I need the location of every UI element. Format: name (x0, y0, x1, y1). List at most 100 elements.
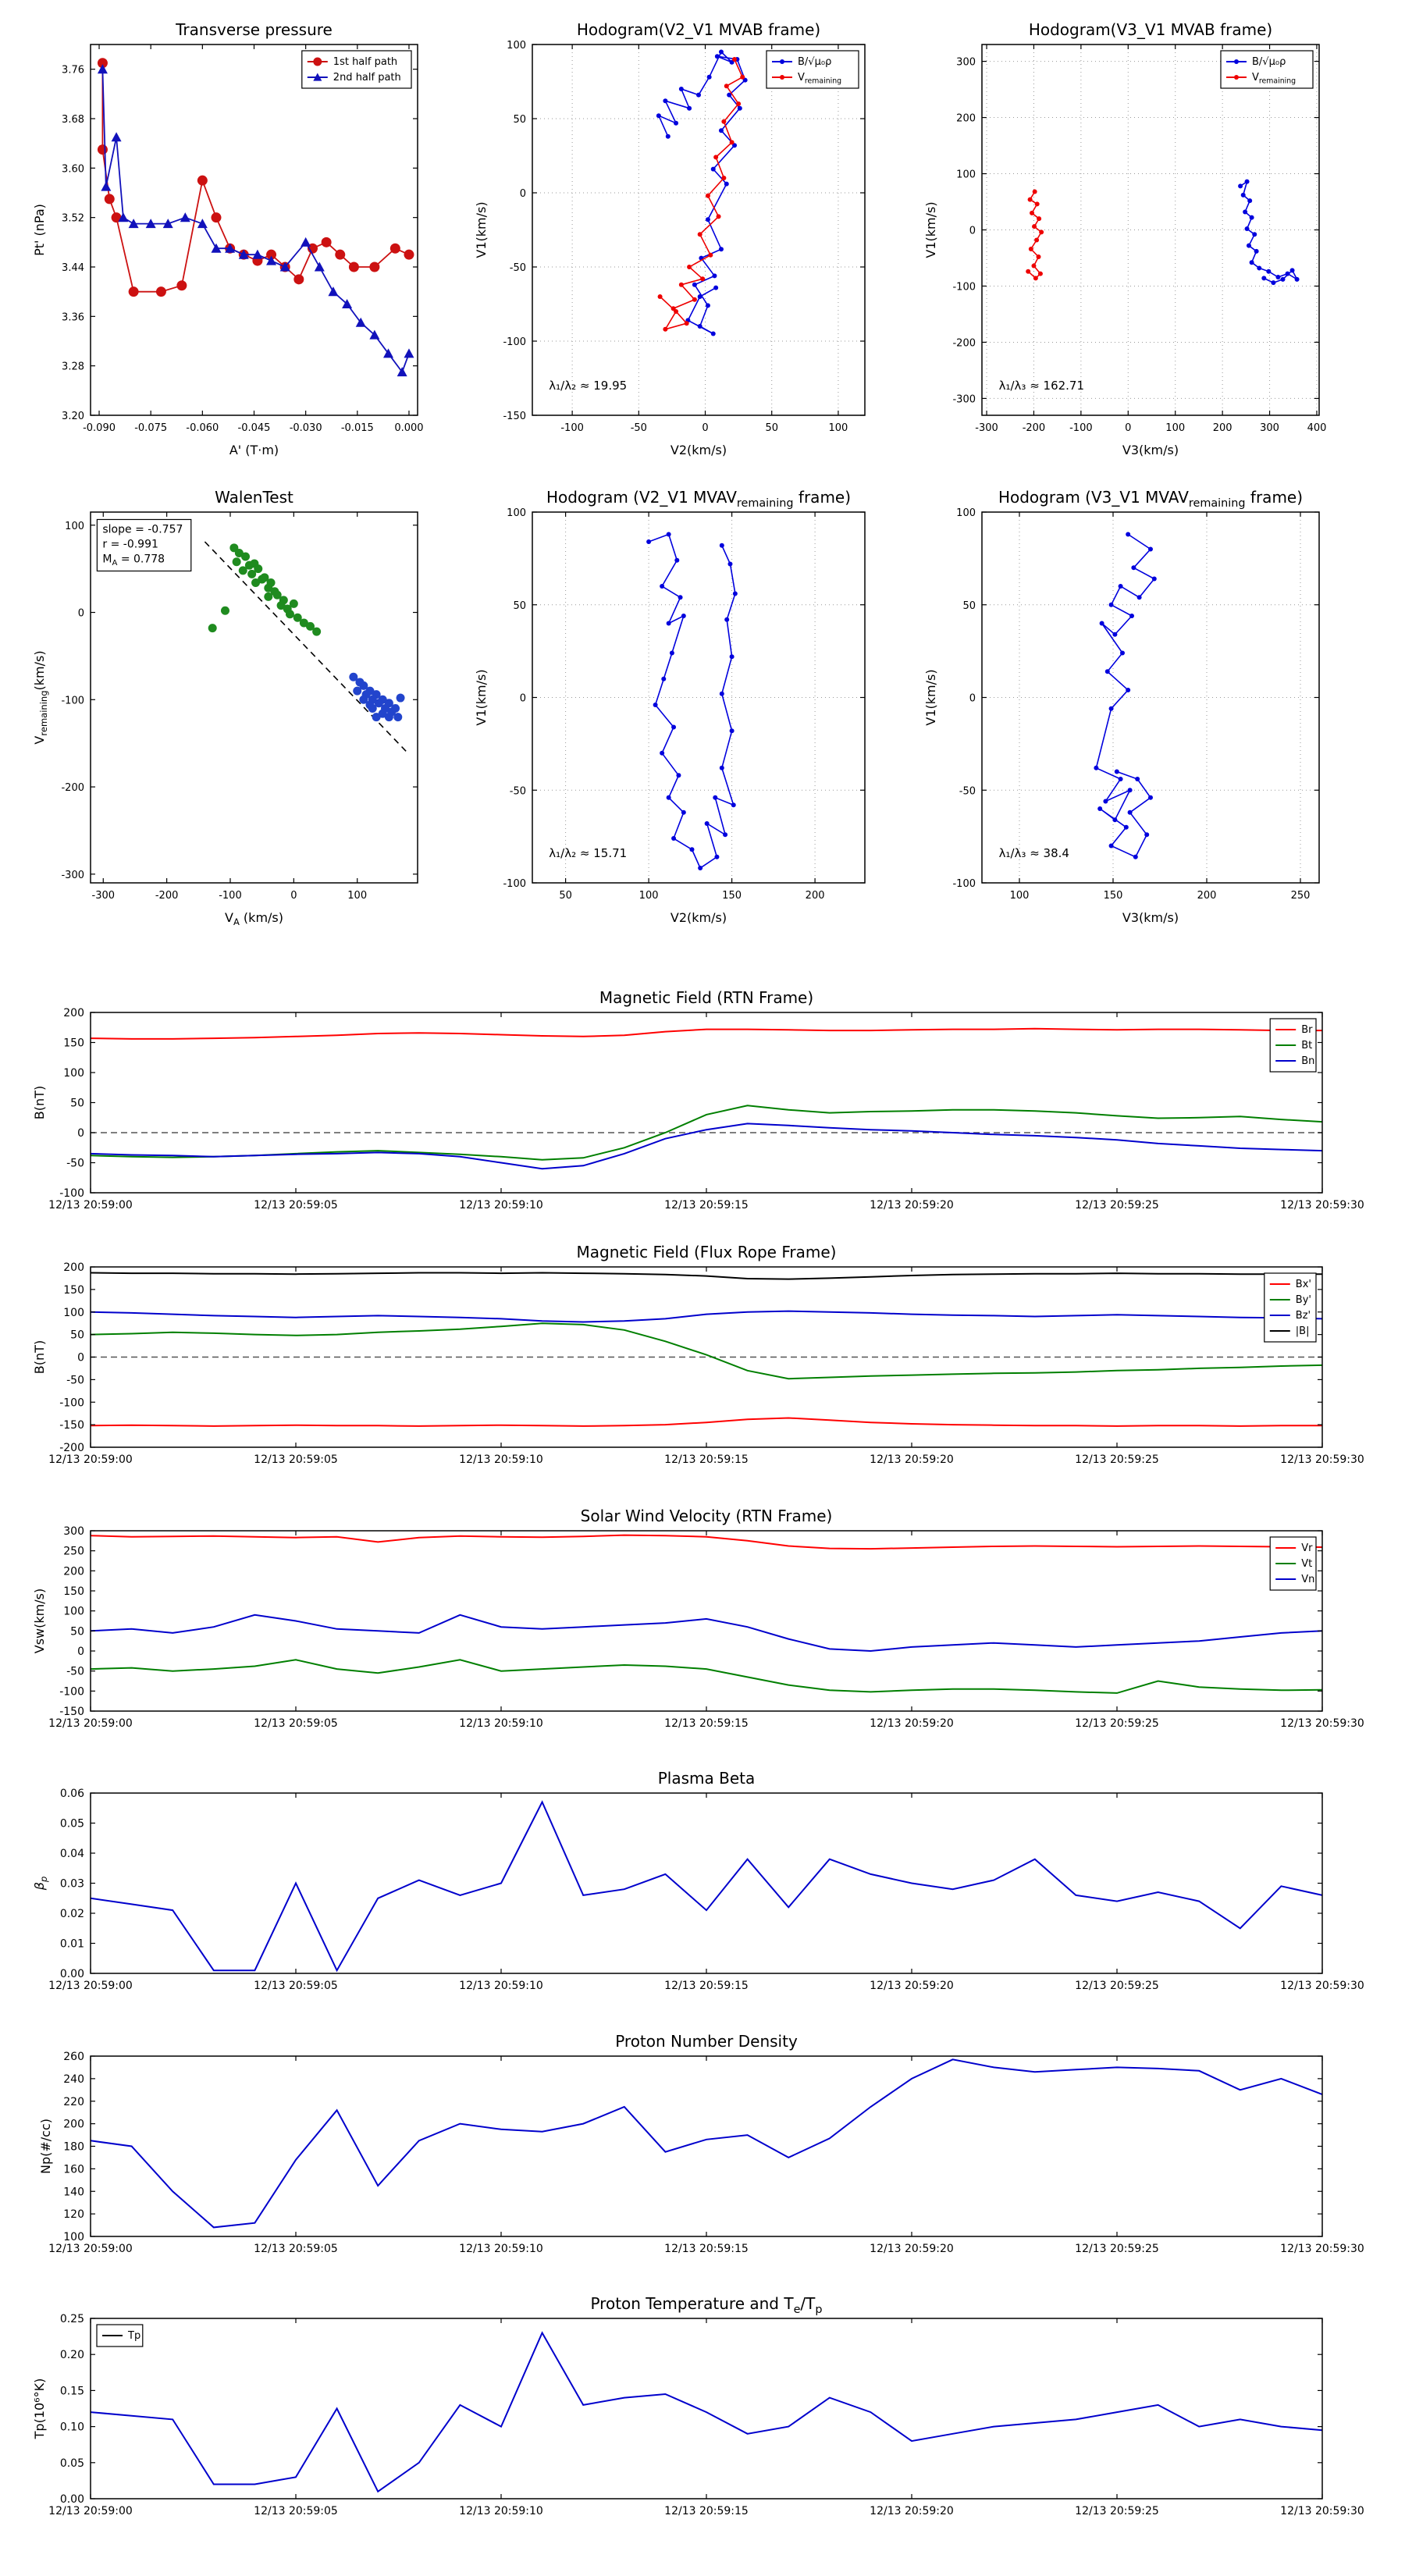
svg-text:VA (km/s): VA (km/s) (225, 910, 283, 927)
svg-text:12/13 20:59:25: 12/13 20:59:25 (1075, 1453, 1159, 1466)
svg-text:MA = 0.778: MA = 0.778 (102, 553, 165, 568)
svg-text:Solar Wind Velocity (RTN Frame: Solar Wind Velocity (RTN Frame) (581, 1507, 833, 1525)
svg-text:12/13 20:59:00: 12/13 20:59:00 (48, 2505, 133, 2517)
svg-text:Bx': Bx' (1296, 1279, 1311, 1290)
svg-text:200: 200 (63, 1261, 84, 1274)
svg-text:-100: -100 (560, 422, 584, 434)
svg-text:WalenTest: WalenTest (215, 488, 293, 507)
svg-text:Hodogram (V2_V1 MVAVremaining: Hodogram (V2_V1 MVAVremaining frame) (546, 488, 851, 510)
svg-text:3.76: 3.76 (62, 65, 84, 76)
svg-text:Proton Temperature and Te/Tp: Proton Temperature and Te/Tp (590, 2294, 822, 2316)
walen-test-plot: -300 -200 -100 0 100 -300 -200 -100 0 100 WalenTes… (32, 488, 418, 927)
svg-text:-0.075: -0.075 (134, 422, 167, 434)
svg-text:B/√μ₀ρ: B/√μ₀ρ (1252, 56, 1286, 68)
svg-text:300: 300 (1260, 422, 1279, 434)
svg-text:-150: -150 (59, 1419, 84, 1432)
svg-text:50: 50 (962, 600, 976, 612)
svg-text:300: 300 (63, 1525, 84, 1538)
svg-text:3.36: 3.36 (62, 311, 84, 323)
svg-text:0.03: 0.03 (60, 1878, 84, 1891)
svg-text:2nd half path: 2nd half path (333, 72, 401, 84)
svg-text:200: 200 (1197, 890, 1217, 902)
svg-text:λ₁/λ₃ ≈ 162.71: λ₁/λ₃ ≈ 162.71 (999, 379, 1084, 393)
svg-text:12/13 20:59:20: 12/13 20:59:20 (870, 2505, 954, 2517)
svg-text:12/13 20:59:30: 12/13 20:59:30 (1280, 1199, 1364, 1212)
svg-text:100: 100 (1165, 422, 1185, 434)
svg-text:V1(km/s): V1(km/s) (474, 669, 489, 725)
svg-text:-50: -50 (959, 785, 976, 797)
svg-text:Vr: Vr (1301, 1542, 1313, 1554)
svg-text:180: 180 (63, 2141, 84, 2154)
svg-text:12/13 20:59:15: 12/13 20:59:15 (664, 2243, 749, 2255)
svg-text:Pt' (nPa): Pt' (nPa) (32, 204, 47, 256)
svg-text:-50: -50 (66, 1158, 84, 1170)
svg-text:12/13 20:59:20: 12/13 20:59:20 (870, 1453, 954, 1466)
svg-text:12/13 20:59:10: 12/13 20:59:10 (459, 2243, 543, 2255)
svg-text:12/13 20:59:20: 12/13 20:59:20 (870, 1717, 954, 1730)
svg-text:12/13 20:59:25: 12/13 20:59:25 (1075, 2505, 1159, 2517)
svg-text:Hodogram (V3_V1 MVAVremaining: Hodogram (V3_V1 MVAVremaining frame) (998, 488, 1303, 510)
svg-text:100: 100 (507, 40, 526, 52)
svg-text:Vt: Vt (1301, 1558, 1312, 1570)
svg-text:0.01: 0.01 (60, 1938, 84, 1951)
svg-text:12/13 20:59:05: 12/13 20:59:05 (254, 1980, 338, 1992)
svg-text:V1(km/s): V1(km/s) (923, 201, 938, 258)
svg-text:-50: -50 (510, 262, 526, 274)
svg-text:120: 120 (63, 2208, 84, 2221)
svg-text:-0.090: -0.090 (83, 422, 116, 434)
svg-text:0: 0 (290, 890, 297, 902)
svg-text:V1(km/s): V1(km/s) (923, 669, 938, 725)
svg-text:Vremaining(km/s): Vremaining(km/s) (32, 650, 49, 744)
svg-text:200: 200 (63, 1007, 84, 1019)
svg-text:50: 50 (513, 600, 526, 612)
svg-text:100: 100 (63, 2231, 84, 2243)
svg-text:-300: -300 (952, 393, 976, 405)
svg-text:-200: -200 (155, 890, 179, 902)
svg-text:-300: -300 (92, 890, 116, 902)
svg-text:12/13 20:59:10: 12/13 20:59:10 (459, 1717, 543, 1730)
svg-text:12/13 20:59:25: 12/13 20:59:25 (1075, 2243, 1159, 2255)
svg-text:3.52: 3.52 (62, 213, 84, 225)
svg-text:100: 100 (507, 507, 526, 519)
svg-text:150: 150 (63, 1585, 84, 1598)
svg-text:12/13 20:59:00: 12/13 20:59:00 (48, 2243, 133, 2255)
svg-text:Bn: Bn (1301, 1055, 1314, 1067)
svg-text:-50: -50 (66, 1374, 84, 1386)
svg-text:260: 260 (63, 2051, 84, 2063)
svg-text:0: 0 (969, 693, 976, 705)
svg-text:-100: -100 (59, 1685, 84, 1698)
svg-text:200: 200 (806, 890, 825, 902)
svg-text:-100: -100 (219, 890, 242, 902)
svg-text:Magnetic Field (Flux Rope Fram: Magnetic Field (Flux Rope Frame) (577, 1243, 837, 1261)
transverse-pressure-plot: -0.090 -0.075 -0.060 -0.045 -0.030 -0.015 0.00… (32, 20, 424, 457)
svg-text:0: 0 (520, 693, 526, 705)
svg-text:100: 100 (956, 507, 976, 519)
svg-text:Proton Number Density: Proton Number Density (615, 2032, 798, 2051)
svg-text:3.44: 3.44 (62, 262, 84, 274)
svg-text:-100: -100 (952, 281, 976, 293)
svg-text:12/13 20:59:05: 12/13 20:59:05 (254, 2505, 338, 2517)
svg-text:0.06: 0.06 (60, 1788, 84, 1800)
svg-text:0.20: 0.20 (60, 2349, 84, 2361)
svg-text:150: 150 (63, 1284, 84, 1297)
svg-text:-50: -50 (66, 1666, 84, 1678)
svg-text:50: 50 (70, 1098, 84, 1110)
svg-text:200: 200 (956, 113, 976, 125)
svg-text:-300: -300 (975, 422, 998, 434)
svg-text:-100: -100 (59, 1397, 84, 1409)
svg-text:12/13 20:59:25: 12/13 20:59:25 (1075, 1199, 1159, 1212)
svg-text:200: 200 (1213, 422, 1232, 434)
svg-text:12/13 20:59:15: 12/13 20:59:15 (664, 1199, 749, 1212)
svg-text:0: 0 (77, 1646, 84, 1658)
svg-text:0.15: 0.15 (60, 2385, 84, 2397)
svg-text:0: 0 (969, 226, 976, 237)
magnetic-field-flux-rope-panel: 12/13 20:59:00 12/13 20:59:05 12/13 20:59:… (32, 1243, 1364, 1466)
svg-text:150: 150 (722, 890, 742, 902)
svg-text:200: 200 (63, 1565, 84, 1578)
svg-text:0: 0 (520, 188, 526, 200)
svg-text:12/13 20:59:15: 12/13 20:59:15 (664, 1717, 749, 1730)
svg-text:Hodogram(V2_V1 MVAB frame): Hodogram(V2_V1 MVAB frame) (577, 20, 820, 39)
svg-text:Transverse pressure: Transverse pressure (175, 20, 333, 39)
svg-text:3.20: 3.20 (62, 411, 84, 422)
svg-text:150: 150 (1104, 890, 1123, 902)
